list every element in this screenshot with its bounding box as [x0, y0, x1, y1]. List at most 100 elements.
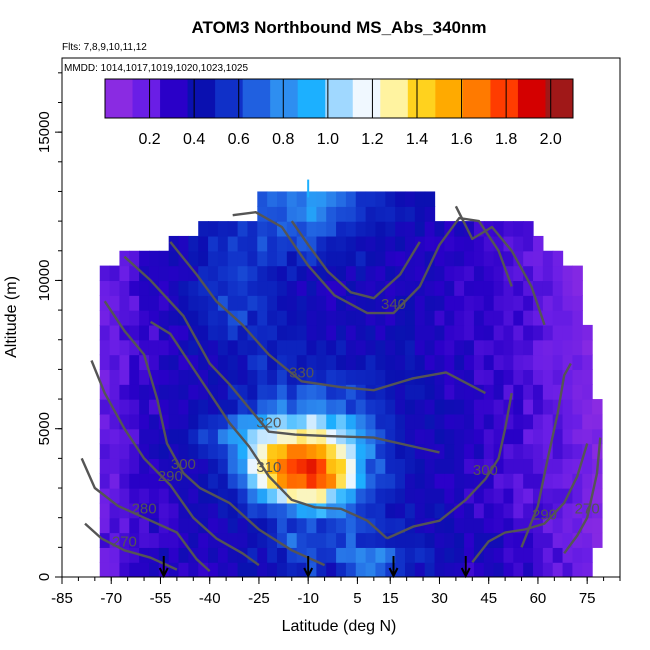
heatmap-cell [473, 458, 485, 474]
heatmap-cell [217, 473, 229, 489]
heatmap-cell [148, 324, 160, 341]
heatmap-cell [227, 354, 239, 370]
heatmap-cell [158, 339, 170, 356]
heatmap-cell [227, 339, 239, 356]
heatmap-cell [336, 532, 347, 548]
heatmap-cell [592, 399, 603, 415]
heatmap-cell [483, 399, 495, 415]
heatmap-cell [227, 562, 239, 577]
heatmap-cell [473, 280, 485, 296]
heatmap-cell [286, 562, 298, 577]
heatmap-cell [592, 443, 603, 459]
colorbar-swatch [160, 79, 189, 118]
heatmap-cell [395, 547, 406, 563]
colorbar-tick-label: 0.6 [228, 131, 250, 148]
heatmap-cell [286, 473, 298, 489]
heatmap-cell [572, 517, 583, 534]
heatmap-cell [158, 458, 170, 474]
arrow-head [388, 567, 399, 579]
heatmap-cell [286, 399, 298, 415]
heatmap-cell [286, 532, 298, 548]
heatmap-cell [227, 221, 239, 237]
heatmap-cell [424, 280, 436, 296]
heatmap-cell [533, 280, 544, 296]
heatmap-cell [503, 532, 514, 548]
heatmap-cell [247, 250, 258, 267]
heatmap-cell [355, 265, 367, 282]
heatmap-cell [454, 369, 465, 385]
heatmap-cell [424, 488, 436, 504]
heatmap-cell [129, 413, 140, 430]
contour-label: 300 [171, 456, 196, 473]
heatmap-cell [395, 399, 406, 415]
heatmap-cell [296, 532, 308, 548]
heatmap-cell [513, 369, 524, 385]
heatmap-cell [336, 399, 347, 415]
heatmap-cell [296, 458, 308, 474]
heatmap-cell [345, 206, 357, 222]
contour-line-270 [563, 437, 602, 555]
heatmap-cell [316, 235, 327, 252]
heatmap-cell [454, 250, 465, 267]
heatmap-cell [355, 458, 367, 474]
heatmap-cell [395, 310, 406, 326]
heatmap-cell [158, 354, 170, 370]
colorbar-swatch [270, 79, 299, 118]
heatmap-cell [158, 532, 170, 548]
heatmap-cell [227, 473, 239, 489]
heatmap-cell [444, 354, 455, 370]
heatmap-cell [513, 562, 524, 577]
heatmap-cell [208, 265, 219, 282]
heatmap-cell [168, 399, 180, 415]
heatmap-cell [129, 562, 140, 577]
heatmap-cell [473, 221, 485, 237]
heatmap-cell [247, 413, 258, 430]
heatmap-cell [129, 428, 140, 445]
heatmap-cell [99, 265, 111, 282]
heatmap-cell [523, 250, 534, 267]
heatmap-cell [562, 354, 574, 370]
heatmap-cell [286, 295, 298, 311]
heatmap-cell [257, 369, 268, 385]
heatmap-cell [306, 295, 317, 311]
heatmap-cell [306, 532, 317, 548]
heatmap-cell [385, 280, 396, 296]
heatmap-cell [119, 547, 130, 563]
heatmap-cell [276, 310, 288, 326]
heatmap-cell [483, 458, 495, 474]
heatmap-cell [267, 310, 278, 326]
heatmap-cell [523, 443, 534, 459]
heatmap-cell [473, 295, 485, 311]
heatmap-cell [119, 428, 130, 445]
heatmap-cell [503, 369, 514, 385]
heatmap-cell [552, 473, 564, 489]
heatmap-cell [217, 517, 229, 534]
heatmap-cell [345, 235, 357, 252]
heatmap-cell [99, 562, 111, 577]
heatmap-cell [424, 532, 436, 548]
heatmap-cell [119, 502, 130, 519]
heatmap-cell [503, 473, 514, 489]
heatmap-cell [444, 562, 455, 577]
heatmap-cell [139, 250, 150, 267]
heatmap-cell [276, 295, 288, 311]
heatmap-cell [454, 473, 465, 489]
heatmap-cell [267, 562, 278, 577]
heatmap-cell [405, 532, 416, 548]
heatmap-cell [473, 532, 485, 548]
heatmap-cell [434, 339, 445, 356]
heatmap-cell [385, 458, 396, 474]
heatmap-cell [208, 339, 219, 356]
heatmap-cell [158, 443, 170, 459]
x-tick-label: -70 [100, 590, 122, 607]
heatmap-cell [464, 265, 475, 282]
heatmap-cell [188, 413, 199, 430]
heatmap-cell [572, 369, 583, 385]
colorbar-swatch [407, 79, 436, 118]
heatmap-cell [217, 235, 229, 252]
heatmap-cell [336, 547, 347, 563]
heatmap-cell [454, 384, 465, 400]
heatmap-cell [276, 384, 288, 400]
heatmap-cell [168, 324, 180, 341]
heatmap-cell [257, 280, 268, 296]
